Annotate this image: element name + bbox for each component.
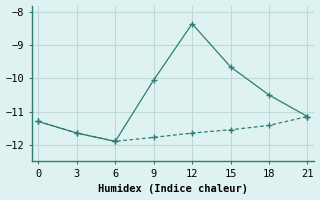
X-axis label: Humidex (Indice chaleur): Humidex (Indice chaleur) (98, 184, 248, 194)
